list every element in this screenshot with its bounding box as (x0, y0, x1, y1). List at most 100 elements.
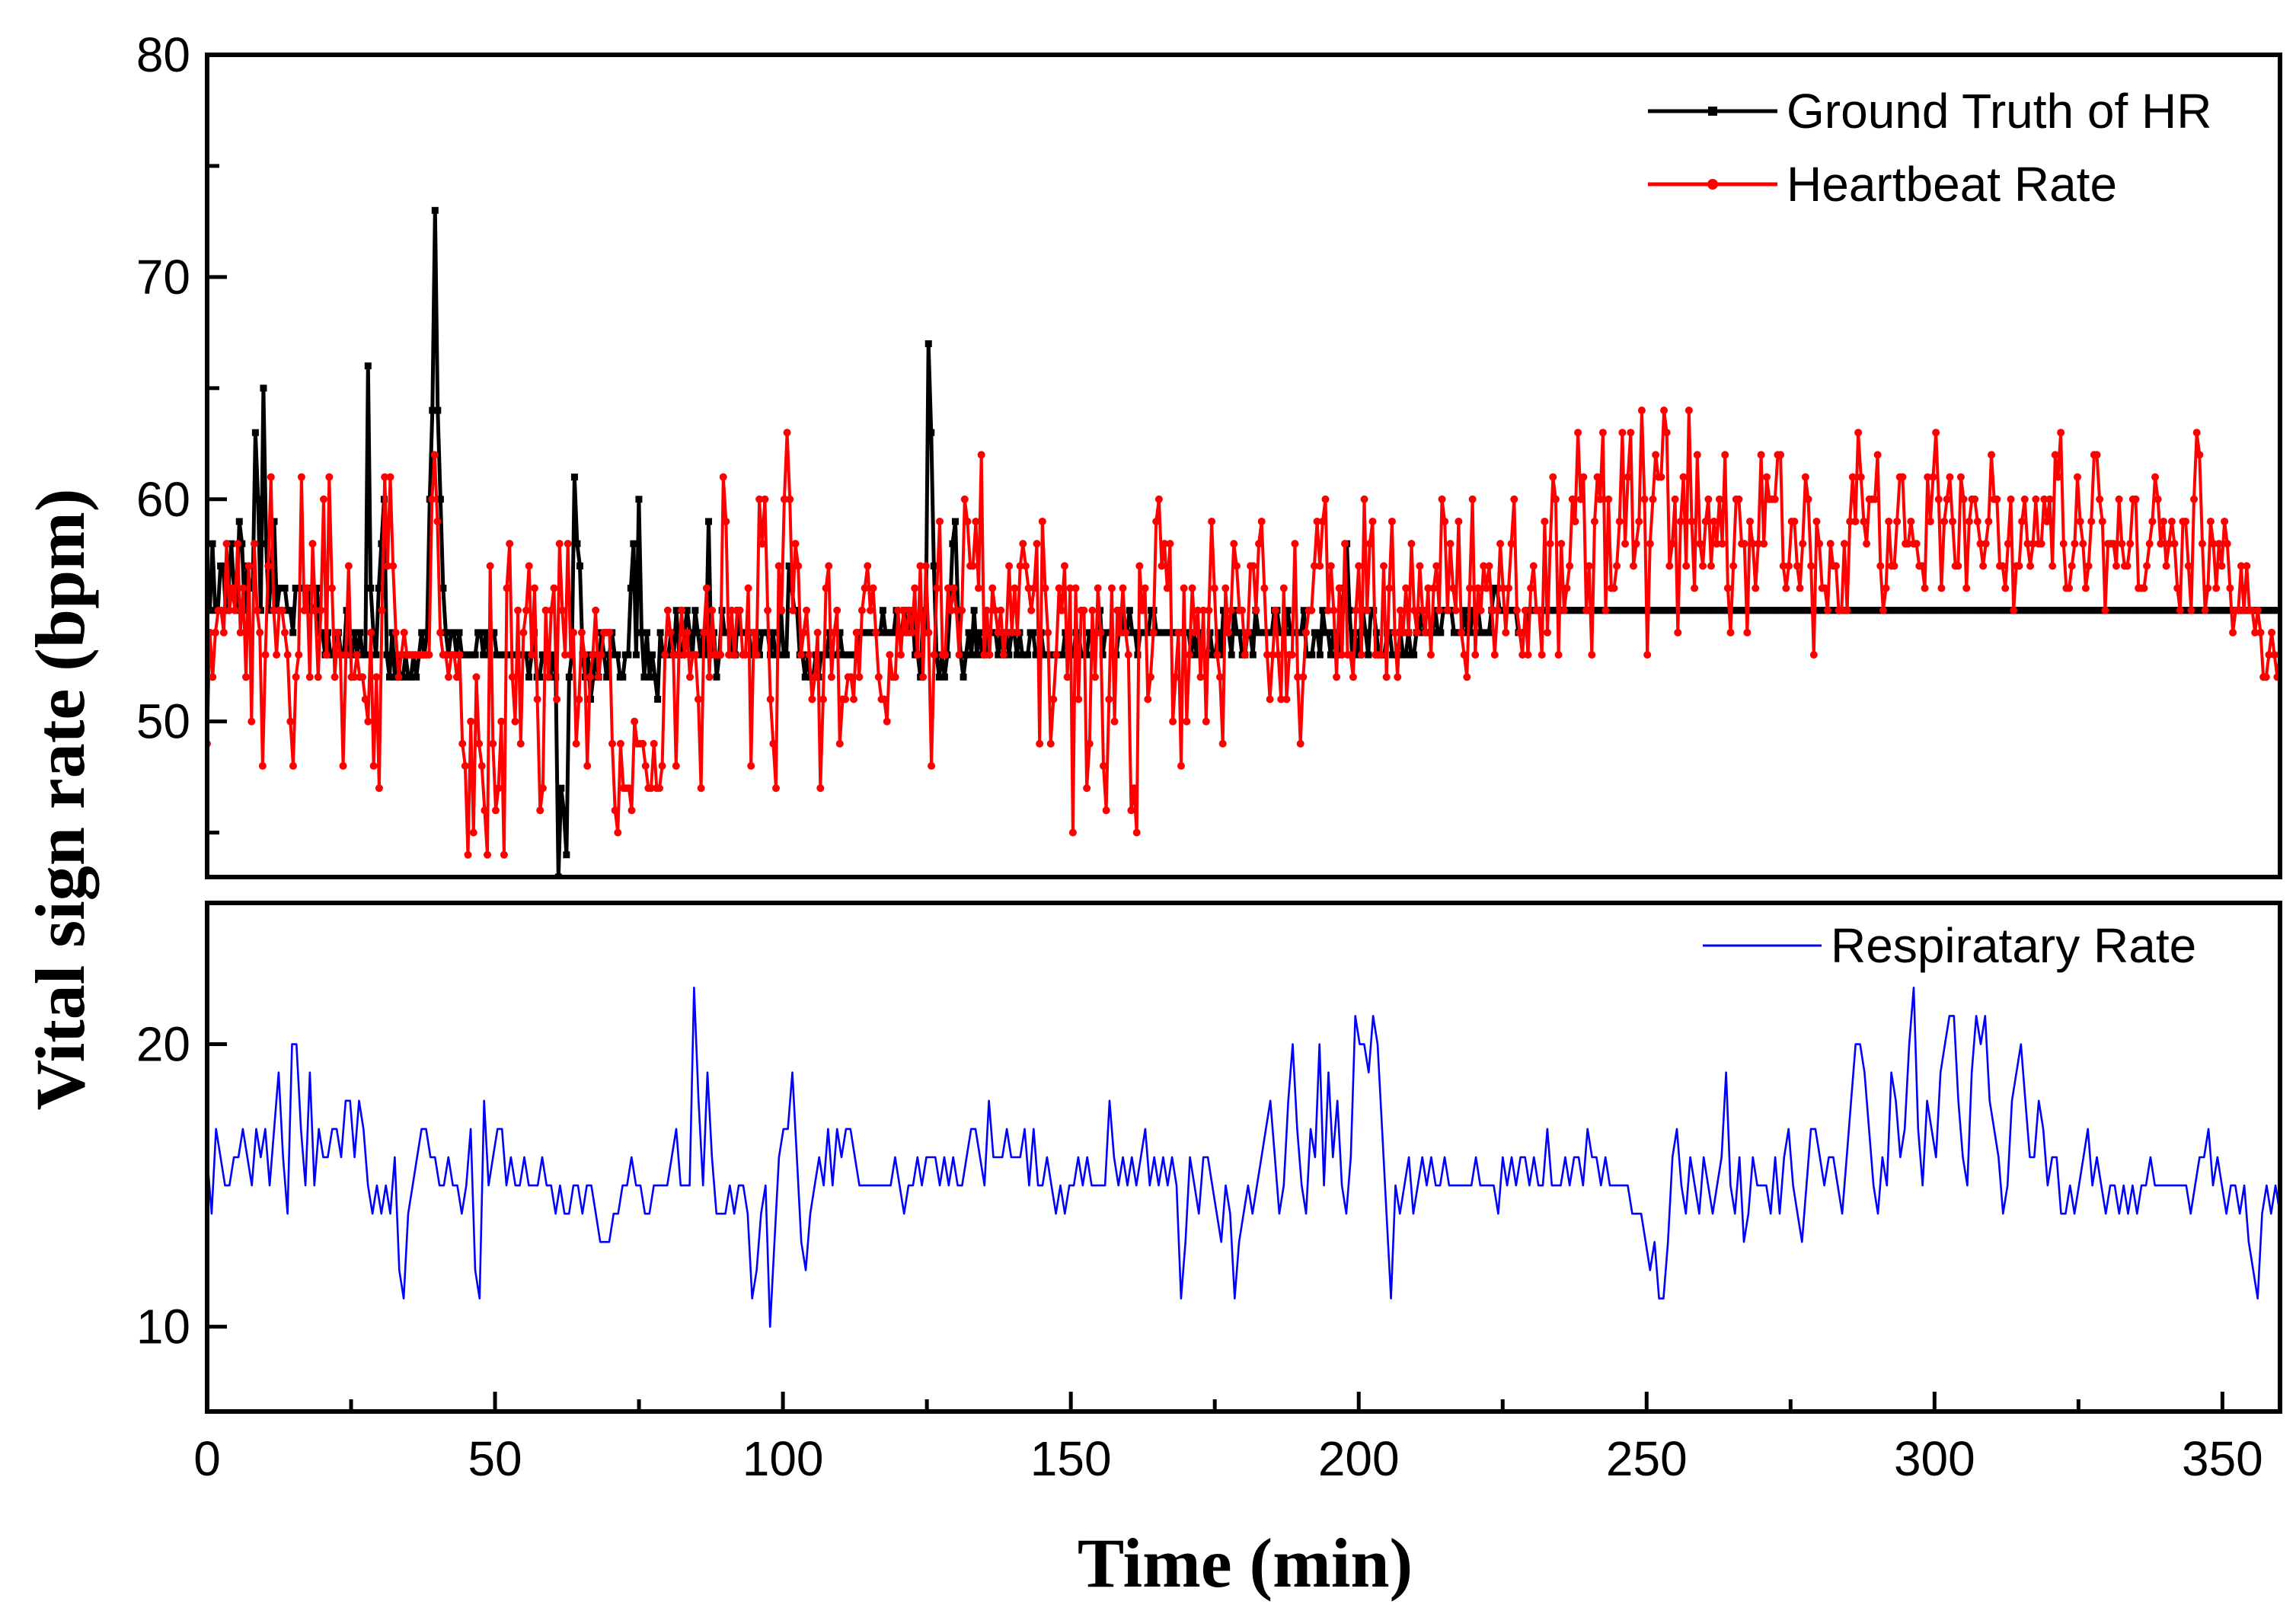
ground-truth-hr-point (286, 607, 294, 614)
ground-truth-hr-point (1220, 607, 1228, 614)
ground-truth-hr-point (450, 629, 458, 636)
heartbeat-rate-point (1027, 606, 1036, 614)
heartbeat-rate-point (2068, 562, 2076, 570)
heartbeat-rate-point (372, 673, 381, 681)
ground-truth-hr-point (399, 673, 407, 681)
heartbeat-rate-point (1257, 517, 1266, 525)
heartbeat-rate-point (999, 651, 1007, 659)
x-tick-label-300: 300 (1894, 1431, 1975, 1486)
heartbeat-rate-point (1458, 628, 1466, 636)
heartbeat-rate-point (899, 606, 908, 614)
ground-truth-hr-point (632, 651, 640, 659)
heartbeat-rate-point (455, 651, 464, 659)
heartbeat-rate-point (2049, 562, 2057, 570)
heartbeat-rate-point (913, 651, 921, 659)
heartbeat-rate-point (880, 695, 889, 703)
ground-truth-hr-point (1069, 651, 1077, 659)
heartbeat-rate-point (305, 673, 314, 681)
heartbeat-rate-point (1038, 517, 1046, 525)
heartbeat-rate-point (2118, 540, 2126, 548)
heartbeat-rate-point (982, 606, 991, 614)
heartbeat-rate-point (1407, 540, 1416, 548)
heartbeat-rate-point (2087, 517, 2096, 525)
ground-truth-hr-point (1126, 607, 1133, 614)
heartbeat-rate-point (2262, 673, 2270, 681)
ground-truth-hr-point (970, 607, 978, 614)
ground-truth-hr-point (436, 496, 444, 503)
heartbeat-rate-point (2123, 562, 2132, 570)
heartbeat-rate-point (1748, 540, 1757, 548)
heartbeat-rate-point (614, 828, 622, 837)
ground-truth-hr-point (1249, 651, 1257, 659)
heartbeat-rate-point (1679, 473, 1688, 481)
heartbeat-rate-point (300, 606, 308, 614)
heartbeat-rate-point (1308, 606, 1316, 614)
heartbeat-rate-point (855, 673, 864, 681)
ground-truth-hr-point (614, 651, 621, 659)
heartbeat-rate-point (669, 651, 678, 659)
heartbeat-rate-point (1971, 495, 1979, 503)
heartbeat-rate-point (1962, 584, 1971, 592)
ground-truth-hr-point (1030, 629, 1037, 636)
ground-truth-hr-point (563, 851, 570, 859)
heartbeat-rate-point (1005, 562, 1014, 570)
heartbeat-rate-point (736, 606, 744, 614)
heartbeat-rate-point (797, 651, 805, 659)
heartbeat-rate-point (1684, 407, 1693, 415)
heartbeat-rate-point (1529, 562, 1538, 570)
heartbeat-rate-point (752, 651, 761, 659)
heartbeat-rate-point (1260, 584, 1269, 592)
heartbeat-rate-point (850, 695, 858, 703)
heartbeat-rate-point (1107, 584, 1116, 592)
heartbeat-rate-point (1171, 673, 1180, 681)
heartbeat-rate-point (1860, 517, 1868, 525)
heartbeat-rate-point (944, 584, 952, 592)
ground-truth-hr-point (627, 585, 634, 592)
heartbeat-rate-point (1882, 584, 1890, 592)
heartbeat-rate-point (1510, 495, 1518, 503)
heartbeat-rate-point (253, 606, 261, 614)
heartbeat-rate-point (616, 739, 624, 748)
heartbeat-rate-point (391, 628, 400, 636)
heartbeat-rate-point (935, 517, 944, 525)
heartbeat-rate-point (278, 606, 286, 614)
heartbeat-rate-point (869, 584, 877, 592)
heartbeat-rate-point (1443, 606, 1451, 614)
ground-truth-hr-point (1485, 629, 1493, 636)
heartbeat-rate-point (1485, 562, 1493, 570)
heartbeat-rate-point (1493, 606, 1502, 614)
heartbeat-rate-point (1058, 606, 1066, 614)
heartbeat-rate-point (1824, 606, 1832, 614)
ground-truth-hr-point (960, 673, 967, 681)
heartbeat-rate-point (2140, 584, 2148, 592)
ground-truth-hr-point (1298, 629, 1305, 636)
heartbeat-rate-point (516, 739, 525, 748)
heartbeat-rate-point (564, 540, 572, 548)
heartbeat-rate-point (1416, 562, 1424, 570)
heartbeat-rate-point (325, 473, 334, 481)
heartbeat-rate-point (217, 606, 225, 614)
heartbeat-rate-point (2265, 651, 2273, 659)
heartbeat-rate-point (891, 673, 899, 681)
heartbeat-rate-point (1244, 628, 1252, 636)
ground-truth-hr-point (2276, 607, 2278, 614)
ground-truth-hr-point (318, 629, 326, 636)
heartbeat-rate-point (1024, 584, 1033, 592)
heartbeat-rate-point (1402, 584, 1410, 592)
heartbeat-rate-point (1721, 451, 1729, 459)
heartbeat-rate-point (1163, 584, 1171, 592)
heartbeat-rate-point (2057, 429, 2065, 437)
y-axis-title: Vital sign rate (bpm) (21, 489, 99, 1111)
heartbeat-rate-point (1954, 562, 1962, 570)
heartbeat-rate-point (1502, 628, 1510, 636)
heartbeat-rate-point (655, 784, 663, 793)
heartbeat-rate-point (1224, 628, 1232, 636)
heartbeat-rate-point (1696, 540, 1704, 548)
heartbeat-rate-point (749, 628, 758, 636)
ground-truth-hr-point (635, 496, 643, 503)
heartbeat-rate-point (1831, 562, 1840, 570)
heartbeat-rate-point (1180, 584, 1188, 592)
heartbeat-rate-point (1429, 584, 1438, 592)
heartbeat-rate-point (2251, 628, 2259, 636)
heartbeat-rate-point (1091, 673, 1100, 681)
